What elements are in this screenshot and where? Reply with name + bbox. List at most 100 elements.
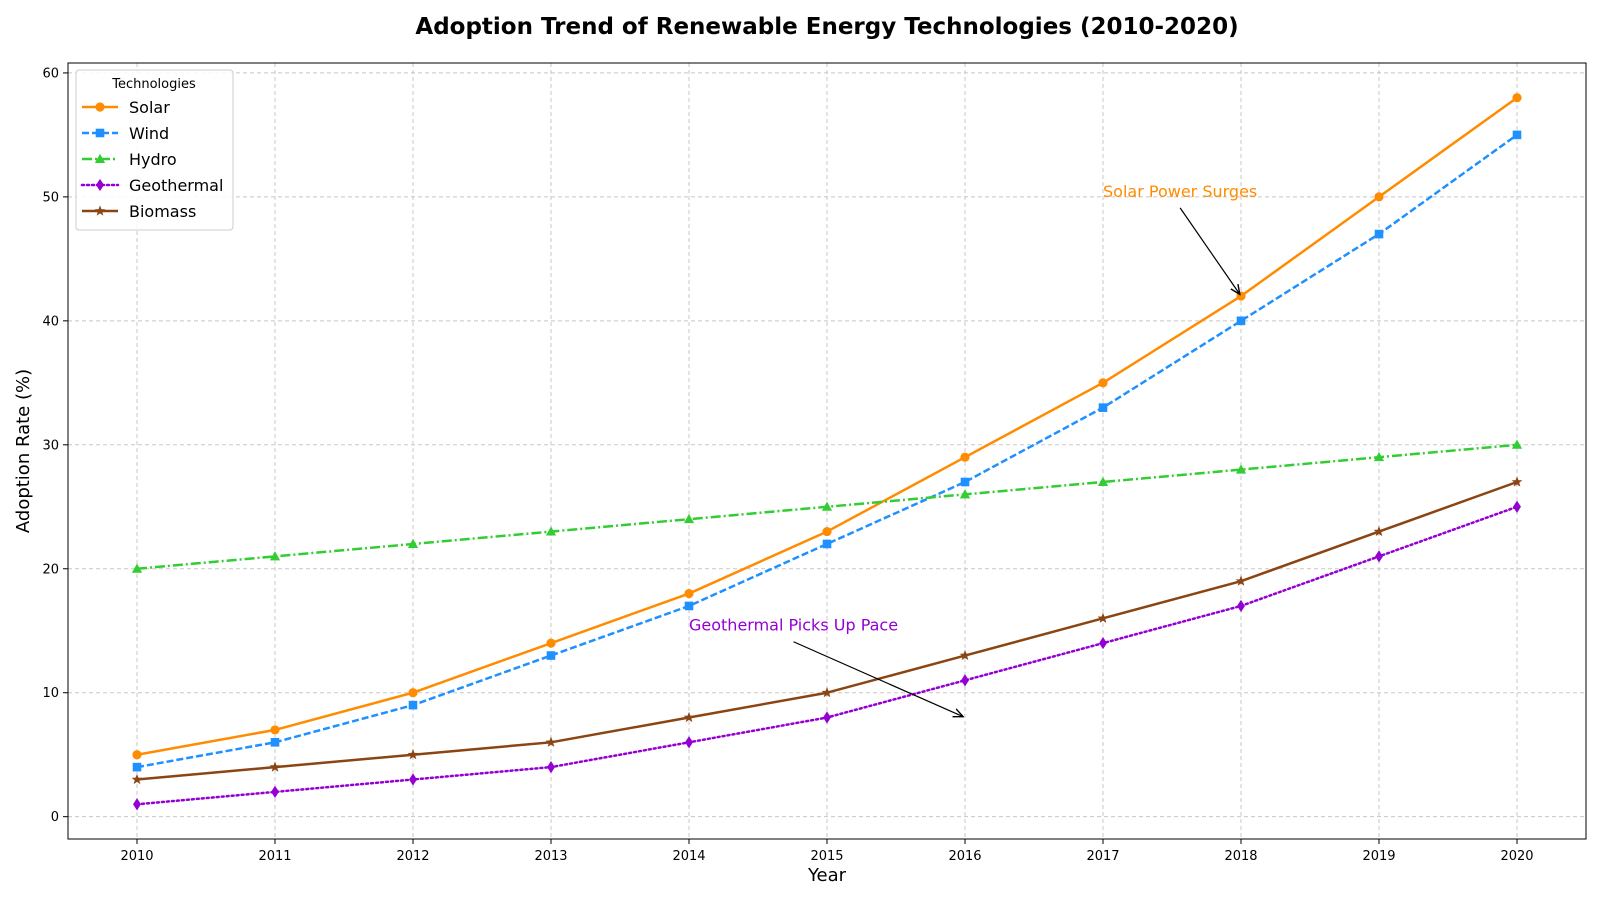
y-tick-label: 60 bbox=[42, 66, 59, 81]
data-point-solar bbox=[684, 588, 694, 599]
series-hydro bbox=[131, 439, 1523, 573]
x-tick-label: 2016 bbox=[948, 849, 981, 864]
data-point-biomass bbox=[545, 736, 557, 747]
annotation-text: Solar Power Surges bbox=[1103, 182, 1257, 201]
data-point-geothermal bbox=[823, 711, 831, 724]
data-point-solar bbox=[1098, 378, 1108, 388]
data-point-geothermal bbox=[1099, 636, 1107, 650]
data-point-hydro bbox=[1235, 464, 1247, 474]
data-point-wind bbox=[132, 762, 142, 772]
data-point-solar bbox=[1374, 192, 1384, 202]
data-point-wind bbox=[960, 477, 970, 487]
data-point-solar bbox=[1512, 93, 1522, 103]
x-axis-ticks: 2010 2011 2012 2013 2014 2015 2016 2017 2018 2019… bbox=[120, 839, 1534, 864]
data-point-hydro bbox=[131, 563, 143, 573]
legend: Technologies Solar Wind Hydro Geothermal Bio… bbox=[75, 69, 234, 231]
y-tick-label: 50 bbox=[42, 190, 59, 205]
data-point-biomass bbox=[131, 773, 143, 785]
y-tick-label: 20 bbox=[42, 562, 59, 577]
legend-marker-hydro bbox=[94, 153, 106, 163]
data-point-wind bbox=[1512, 130, 1522, 140]
annotation-text: Geothermal Picks Up Pace bbox=[689, 616, 898, 635]
series-wind bbox=[132, 130, 1522, 772]
x-tick-label: 2012 bbox=[396, 849, 429, 864]
data-point-hydro bbox=[407, 538, 419, 548]
x-tick-label: 2015 bbox=[810, 849, 843, 864]
data-point-geothermal bbox=[1513, 500, 1521, 513]
x-tick-label: 2017 bbox=[1086, 849, 1119, 864]
y-axis-ticks: 0 10 20 30 40 50 60 bbox=[42, 66, 68, 825]
data-point-geothermal bbox=[1237, 599, 1245, 613]
legend-item-biomass: Biomass bbox=[82, 202, 196, 221]
data-point-hydro bbox=[821, 501, 833, 511]
data-point-biomass bbox=[407, 749, 419, 760]
legend-label-hydro: Hydro bbox=[129, 150, 177, 169]
legend-item-hydro: Hydro bbox=[82, 150, 177, 169]
data-point-wind bbox=[684, 601, 694, 611]
annotation-arrow bbox=[1179, 207, 1240, 295]
data-point-hydro bbox=[269, 551, 281, 561]
legend-marker-wind bbox=[95, 128, 105, 138]
data-point-geothermal bbox=[961, 674, 969, 687]
legend-label-geothermal: Geothermal bbox=[129, 176, 223, 195]
chart-title: Adoption Trend of Renewable Energy Techn… bbox=[415, 14, 1238, 40]
legend-label-biomass: Biomass bbox=[129, 202, 196, 221]
grid bbox=[68, 63, 1586, 839]
data-point-hydro bbox=[1373, 451, 1385, 462]
data-point-geothermal bbox=[1375, 550, 1383, 563]
data-point-solar bbox=[408, 688, 418, 698]
data-point-solar bbox=[270, 725, 280, 735]
data-point-solar bbox=[132, 750, 142, 760]
series-line-wind bbox=[136, 133, 1518, 769]
annotation-arrow bbox=[793, 641, 964, 717]
legend-items: Solar Wind Hydro Geothermal Biomass bbox=[80, 98, 223, 221]
series-geothermal bbox=[133, 500, 1521, 811]
legend-marker-biomass bbox=[94, 205, 106, 216]
data-point-hydro bbox=[683, 513, 695, 524]
data-point-wind bbox=[546, 651, 556, 660]
data-point-wind bbox=[270, 738, 280, 747]
data-point-biomass bbox=[821, 687, 833, 698]
data-point-geothermal bbox=[271, 785, 279, 799]
legend-label-solar: Solar bbox=[129, 98, 170, 117]
data-point-biomass bbox=[269, 761, 281, 772]
data-point-hydro bbox=[545, 526, 557, 536]
legend-item-geothermal: Geothermal bbox=[80, 176, 223, 195]
x-tick-label: 2019 bbox=[1362, 849, 1395, 864]
data-point-wind bbox=[408, 700, 418, 710]
data-point-hydro bbox=[959, 489, 971, 499]
y-axis-title: Adoption Rate (%) bbox=[13, 369, 34, 533]
legend-label-wind: Wind bbox=[129, 124, 169, 143]
legend-frame bbox=[75, 69, 234, 231]
y-tick-label: 30 bbox=[42, 438, 59, 453]
data-point-solar bbox=[1236, 291, 1246, 301]
legend-title: Technologies bbox=[111, 77, 196, 92]
data-point-geothermal bbox=[409, 773, 417, 786]
legend-item-solar: Solar bbox=[82, 98, 170, 117]
legend-item-wind: Wind bbox=[82, 124, 169, 143]
legend-marker-solar bbox=[95, 102, 105, 112]
x-tick-label: 2020 bbox=[1500, 849, 1533, 864]
data-point-geothermal bbox=[133, 798, 141, 811]
data-point-geothermal bbox=[547, 760, 555, 774]
x-tick-label: 2014 bbox=[672, 849, 705, 864]
y-tick-label: 40 bbox=[42, 314, 59, 329]
data-point-biomass bbox=[959, 649, 971, 661]
data-point-geothermal bbox=[685, 736, 693, 749]
series-layer bbox=[131, 93, 1523, 811]
data-point-biomass bbox=[1373, 525, 1385, 537]
data-point-wind bbox=[1098, 403, 1108, 412]
data-point-biomass bbox=[1235, 575, 1247, 586]
x-tick-label: 2013 bbox=[534, 849, 567, 864]
series-biomass bbox=[131, 476, 1523, 785]
y-tick-label: 0 bbox=[51, 810, 59, 825]
data-point-biomass bbox=[1511, 476, 1523, 487]
data-point-hydro bbox=[1511, 439, 1523, 449]
y-tick-label: 10 bbox=[42, 686, 59, 701]
legend-marker-geothermal bbox=[96, 178, 104, 192]
data-point-solar bbox=[822, 526, 832, 537]
x-tick-label: 2010 bbox=[120, 849, 153, 864]
data-point-wind bbox=[1236, 316, 1246, 326]
